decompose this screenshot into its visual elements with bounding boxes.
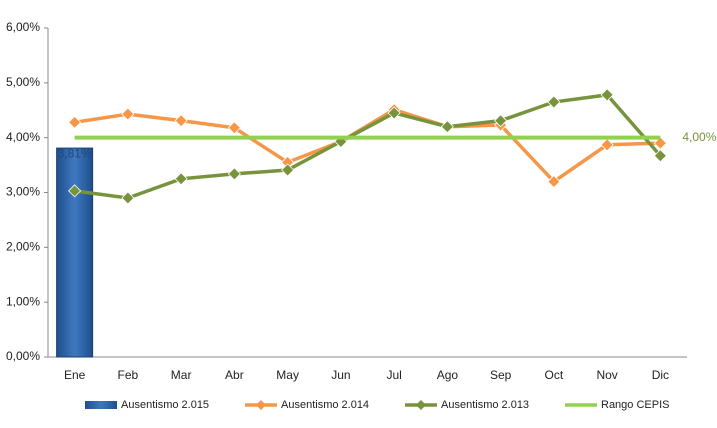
legend-label: Ausentismo 2.013 [441,399,529,411]
marker [494,114,508,128]
x-tick-label: Jun [331,368,350,382]
marker [174,172,188,186]
y-tick-label: 1,00% [6,294,40,308]
y-tick-label: 5,00% [6,75,40,89]
x-tick-label: Mar [171,368,192,382]
x-tick-label: May [276,368,299,382]
x-tick-label: Ago [437,368,459,382]
y-tick-label: 4,00% [6,130,40,144]
marker [653,136,667,150]
legend-swatch [85,401,117,409]
legend-label: Rango CEPIS [601,399,669,411]
line [74,93,662,200]
marker [547,95,561,109]
y-tick-label: 3,00% [6,185,40,199]
x-tick-label: Dic [652,368,669,382]
x-tick-label: Abr [225,368,244,382]
data-label: 3,81% [58,146,92,160]
marker [600,138,614,152]
bar [56,147,94,358]
data-label: 4,00% [682,130,716,144]
marker [600,88,614,102]
marker [68,115,82,129]
marker [121,191,135,205]
marker [387,106,401,120]
x-tick-label: Ene [64,368,86,382]
legend-label: Ausentismo 2.014 [281,399,369,411]
x-tick-label: Nov [596,368,617,382]
legend-marker [256,400,266,410]
x-tick-label: Jul [386,368,401,382]
marker [227,167,241,181]
legend-label: Ausentismo 2.015 [121,399,209,411]
marker [121,107,135,121]
marker [68,184,82,198]
y-tick-label: 2,00% [6,240,40,254]
marker [653,149,667,163]
marker [174,114,188,128]
x-tick-label: Feb [118,368,139,382]
y-tick-label: 0,00% [6,349,40,363]
x-tick-label: Oct [545,368,564,382]
legend-marker [416,400,426,410]
marker [547,174,561,189]
marker [281,163,295,177]
line [74,107,661,184]
y-tick-label: 6,00% [6,20,40,34]
marker [440,120,454,134]
marker [227,121,241,135]
x-tick-label: Sep [490,368,512,382]
